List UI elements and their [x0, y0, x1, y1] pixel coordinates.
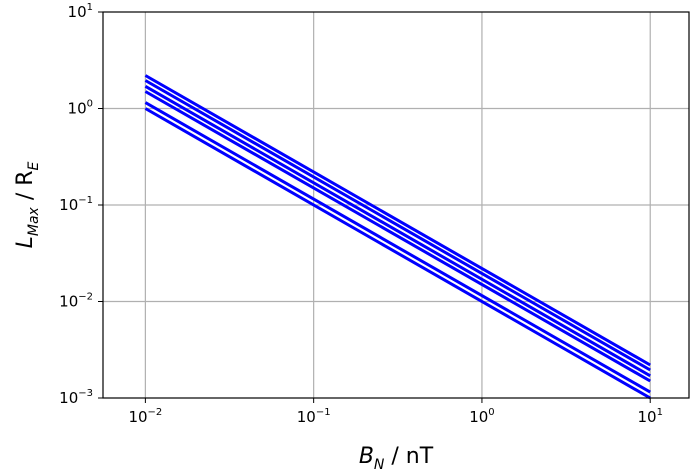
series-line-4 — [144, 90, 651, 383]
y-tick-label: 101 — [68, 2, 93, 21]
x-tick-label: 10−1 — [297, 407, 331, 426]
series-line-2 — [144, 79, 651, 372]
y-tick-label: 10−1 — [59, 195, 93, 214]
x-tick-label: 10−2 — [128, 407, 162, 426]
y-tick-label: 10−3 — [59, 388, 93, 407]
y-tick-marks: 10−3 10−2 10−1 100 101 — [59, 2, 103, 407]
x-axis-title: BN / nT — [359, 444, 434, 472]
series-line-6 — [144, 107, 651, 400]
y-tick-label: 100 — [68, 99, 93, 118]
grid-lines — [103, 12, 689, 398]
x-tick-marks: 10−2 10−1 100 101 — [128, 398, 663, 426]
x-tick-label: 101 — [637, 407, 662, 426]
series-line-3 — [144, 84, 651, 378]
x-tick-label: 100 — [469, 407, 494, 426]
y-axis-title: LMax / RE — [13, 161, 42, 248]
series-lines — [144, 74, 651, 400]
series-line-1 — [144, 74, 651, 367]
y-tick-label: 10−2 — [59, 292, 93, 311]
series-line-5 — [144, 101, 651, 394]
